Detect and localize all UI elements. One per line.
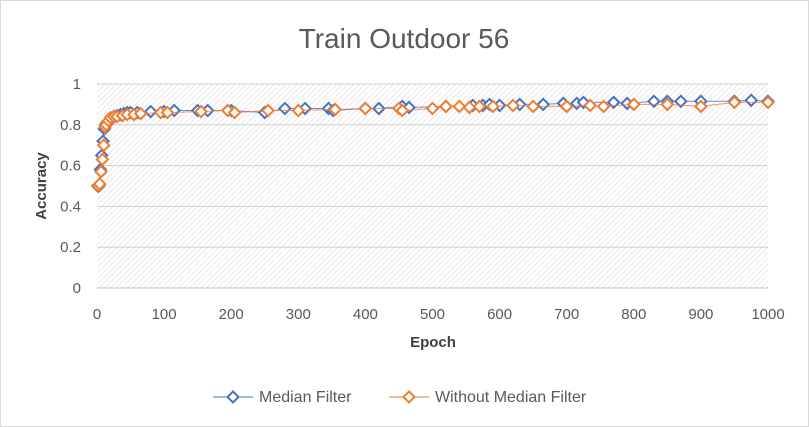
data-point bbox=[328, 102, 343, 117]
x-tick-label: 200 bbox=[219, 306, 244, 323]
y-tick-label: 1 bbox=[73, 76, 81, 93]
legend-marker-without-median-filter bbox=[402, 390, 416, 404]
data-point bbox=[526, 99, 541, 114]
data-point bbox=[425, 101, 440, 116]
data-point bbox=[727, 95, 742, 110]
x-tick-label: 500 bbox=[420, 306, 445, 323]
data-point bbox=[358, 101, 373, 116]
data-point bbox=[133, 106, 148, 121]
chart-title: Train Outdoor 56 bbox=[299, 23, 510, 54]
data-point bbox=[277, 101, 292, 116]
data-point bbox=[583, 98, 598, 113]
data-point bbox=[472, 99, 487, 114]
legend-label-without-median-filter: Without Median Filter bbox=[435, 389, 587, 406]
x-axis-title: Epoch bbox=[410, 334, 456, 351]
data-point bbox=[536, 97, 551, 112]
y-tick-label: 0.4 bbox=[60, 198, 81, 215]
series bbox=[90, 93, 775, 193]
x-tick-label: 400 bbox=[353, 306, 378, 323]
x-tick-label: 600 bbox=[487, 306, 512, 323]
data-point bbox=[143, 104, 158, 119]
data-point bbox=[626, 97, 641, 112]
data-point bbox=[559, 99, 574, 114]
y-tick-label: 0.8 bbox=[60, 117, 81, 134]
legend: Median Filter Without Median Filter bbox=[213, 389, 587, 406]
x-tick-label: 100 bbox=[152, 306, 177, 323]
y-tick-labels: 0 0.2 0.4 0.6 0.8 1 bbox=[60, 76, 81, 297]
data-point bbox=[596, 99, 611, 114]
data-point bbox=[94, 164, 108, 179]
data-point bbox=[194, 104, 208, 119]
data-point bbox=[160, 105, 175, 120]
plot-area bbox=[97, 84, 768, 288]
y-axis-title: Accuracy bbox=[33, 152, 50, 220]
y-tick-label: 0.6 bbox=[60, 158, 81, 175]
legend-label-median-filter: Median Filter bbox=[259, 389, 352, 406]
data-point bbox=[439, 99, 453, 114]
data-point bbox=[395, 103, 410, 118]
data-point bbox=[92, 177, 107, 191]
data-point bbox=[506, 98, 520, 113]
x-tick-label: 900 bbox=[688, 306, 713, 323]
data-point bbox=[744, 93, 759, 108]
data-point bbox=[291, 103, 306, 118]
data-point bbox=[227, 105, 242, 120]
data-point bbox=[462, 100, 477, 115]
x-tick-label: 700 bbox=[554, 306, 579, 323]
x-tick-label: 1000 bbox=[751, 306, 784, 323]
x-tick-label: 800 bbox=[621, 306, 646, 323]
data-point bbox=[761, 95, 775, 110]
data-point bbox=[673, 94, 688, 109]
x-tick-label: 0 bbox=[93, 306, 101, 323]
data-point bbox=[95, 152, 110, 167]
series-1 bbox=[91, 95, 775, 193]
y-tick-label: 0 bbox=[73, 280, 81, 297]
legend-item-without-median-filter: Without Median Filter bbox=[389, 389, 587, 406]
y-tick-label: 0.2 bbox=[60, 239, 81, 256]
legend-marker-median-filter bbox=[226, 390, 240, 404]
data-point bbox=[261, 103, 276, 118]
data-point bbox=[96, 138, 111, 153]
data-point bbox=[660, 97, 675, 112]
x-tick-label: 300 bbox=[286, 306, 311, 323]
legend-item-median-filter: Median Filter bbox=[213, 389, 352, 406]
data-point bbox=[693, 99, 708, 114]
data-point bbox=[485, 99, 500, 114]
data-point bbox=[452, 99, 467, 114]
x-tick-labels: 0 100 200 300 400 500 600 700 800 900 1000 bbox=[93, 306, 785, 323]
